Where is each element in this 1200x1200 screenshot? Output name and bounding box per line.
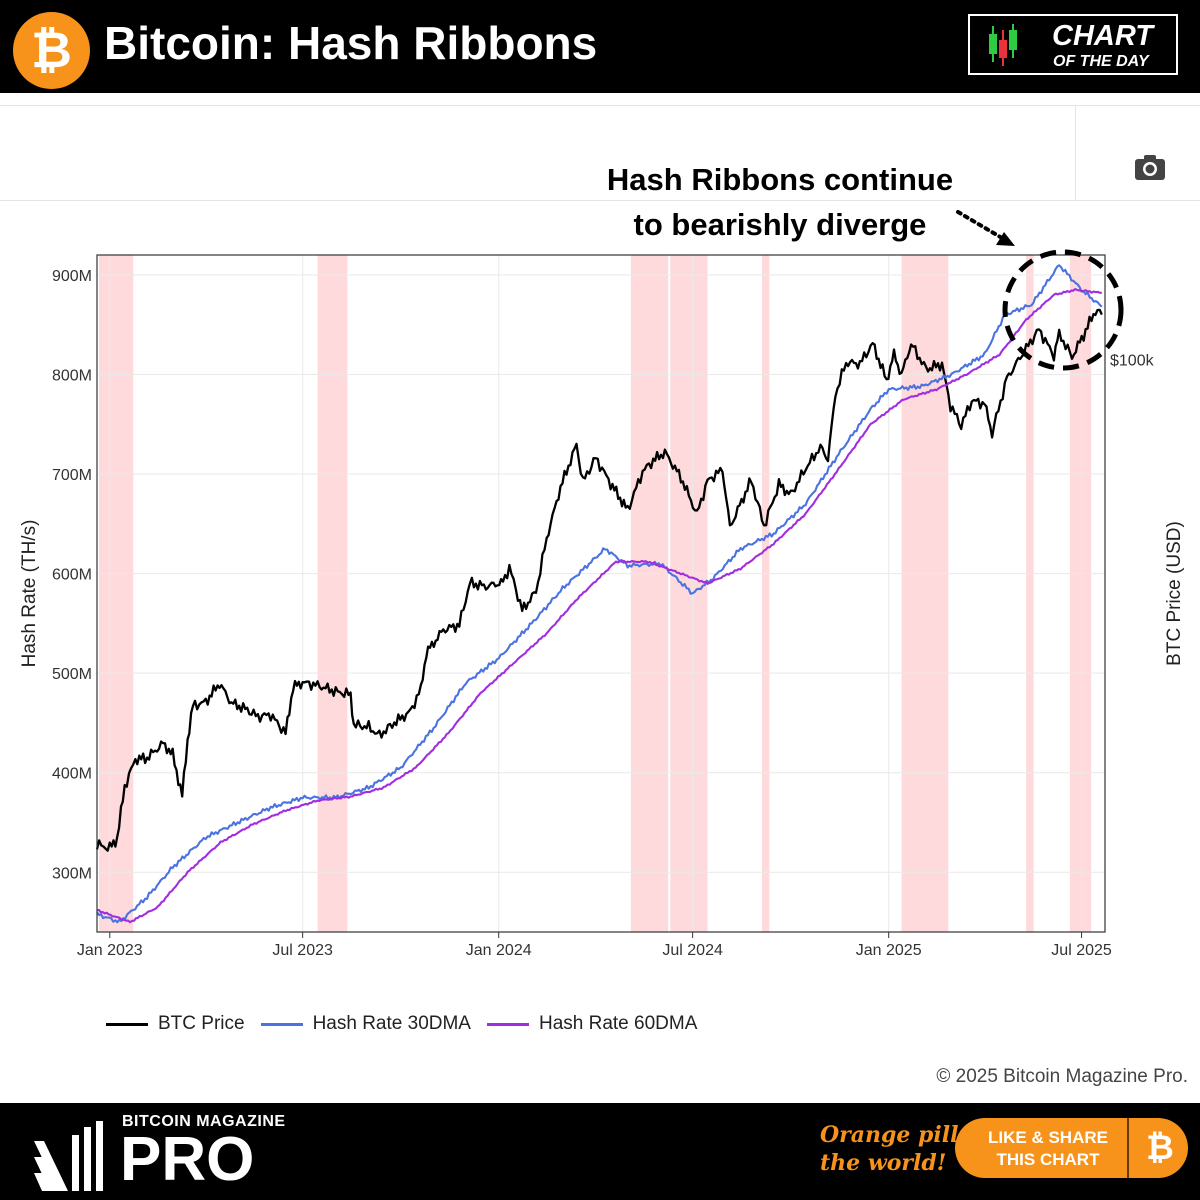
legend-swatch-hash-rate-30dma [260, 1022, 303, 1026]
y-tick-label: 500M [52, 666, 92, 683]
bitcoin-icon: ₿ [1146, 1128, 1174, 1168]
chart-legend: BTC Price Hash Rate 30DMA Hash Rate 60DM… [106, 1011, 713, 1037]
share-divider [1127, 1118, 1129, 1178]
plot-frame [96, 254, 1106, 933]
badge-chart-text: CHART [1052, 20, 1153, 52]
legend-item-hash-rate-60dma[interactable]: Hash Rate 60DMA [486, 1013, 698, 1035]
share-label-line-2: THIS CHART [996, 1150, 1100, 1169]
y-tick-label: 300M [52, 865, 92, 882]
toolbar-divider [1075, 105, 1076, 200]
legend-swatch-hash-rate-60dma [486, 1022, 529, 1026]
legend-label: Hash Rate 60DMA [538, 1013, 698, 1034]
series-line-hash-rate-30dma [96, 264, 1103, 924]
highlight-circle [1002, 249, 1124, 371]
y-axis-title: Hash Rate (TH/s) [19, 520, 40, 668]
annotation-line-2: to bearishly diverge [633, 207, 927, 242]
capitulation-band [670, 255, 708, 932]
series-line-btc-price [95, 308, 1103, 852]
capitulation-band [1026, 255, 1034, 932]
x-tick-label: Jul 2023 [272, 942, 333, 959]
chart-series [95, 264, 1103, 924]
y-tick-label: 800M [52, 367, 92, 384]
toolbar-top-border [0, 105, 1200, 106]
x-tick-label: Jan 2025 [856, 942, 922, 959]
capitulation-band [630, 255, 669, 932]
x-tick-label: Jan 2023 [77, 942, 143, 959]
x-tick-label: Jul 2024 [662, 942, 723, 959]
page-title: Bitcoin: Hash Ribbons [104, 17, 598, 69]
legend-label: Hash Rate 30DMA [312, 1013, 471, 1034]
slogan: Orange pill the world! [820, 1121, 959, 1177]
chart-annotation: Hash Ribbons continue to bearishly diver… [560, 157, 1000, 247]
capitulation-band [1069, 255, 1092, 932]
x-tick-label: Jan 2024 [466, 942, 532, 959]
chart-of-the-day-badge: CHART OF THE DAY [968, 14, 1178, 75]
capitulation-band [99, 255, 134, 932]
capitulation-band [761, 255, 770, 932]
annotation-arrow-head [996, 232, 1015, 246]
camera-icon[interactable] [1135, 154, 1165, 180]
copyright-text: © 2025 Bitcoin Magazine Pro. [936, 1066, 1188, 1087]
toolbar-bottom-border [0, 200, 1200, 201]
legend-swatch-btc-price [106, 1022, 148, 1026]
slogan-line-1: Orange pill [820, 1122, 959, 1148]
annotation-arrow-line [956, 210, 1004, 240]
badge-of-the-day-text: OF THE DAY [1053, 53, 1149, 70]
header-bar: ₿ Bitcoin: Hash Ribbons CHART OF THE DAY [0, 0, 1200, 93]
grid-lines [97, 255, 1105, 932]
y2-axis-title: BTC Price (USD) [1164, 521, 1185, 666]
capitulation-bands [99, 255, 1092, 932]
brand-name-big: PRO [120, 1125, 255, 1194]
share-label-line-1: LIKE & SHARE [988, 1128, 1108, 1147]
chart-axes: 300M 400M 500M 600M 700M 800M 900M Jan 2023 Jul … [19, 254, 1185, 959]
series-line-hash-rate-60dma [96, 287, 1102, 924]
y2-tick-label: $100k [1110, 353, 1155, 370]
y-tick-label: 400M [52, 766, 92, 783]
share-label: LIKE & SHARE THIS CHART [973, 1127, 1123, 1171]
y-tick-label: 600M [52, 567, 92, 584]
bmpro-logo-icon [34, 1121, 103, 1191]
x-tick-label: Jul 2025 [1051, 942, 1112, 959]
legend-label: BTC Price [158, 1013, 245, 1034]
annotation-overlay [956, 210, 1124, 371]
legend-item-btc-price[interactable]: BTC Price [106, 1013, 245, 1035]
brand-name-small: BITCOIN MAGAZINE [122, 1113, 286, 1130]
y-tick-label: 900M [52, 268, 92, 285]
slogan-line-2: the world! [820, 1150, 947, 1176]
bitcoin-logo-icon: ₿ [13, 12, 90, 89]
legend-item-hash-rate-30dma[interactable]: Hash Rate 30DMA [260, 1013, 471, 1035]
like-share-button[interactable]: LIKE & SHARE THIS CHART ₿ [955, 1118, 1188, 1178]
y-tick-label: 700M [52, 467, 92, 484]
capitulation-band [317, 255, 348, 932]
candlestick-icon [989, 24, 1017, 66]
annotation-line-1: Hash Ribbons continue [606, 162, 954, 197]
footer-bar: BITCOIN MAGAZINE PRO Orange pill the wor… [0, 1103, 1200, 1200]
